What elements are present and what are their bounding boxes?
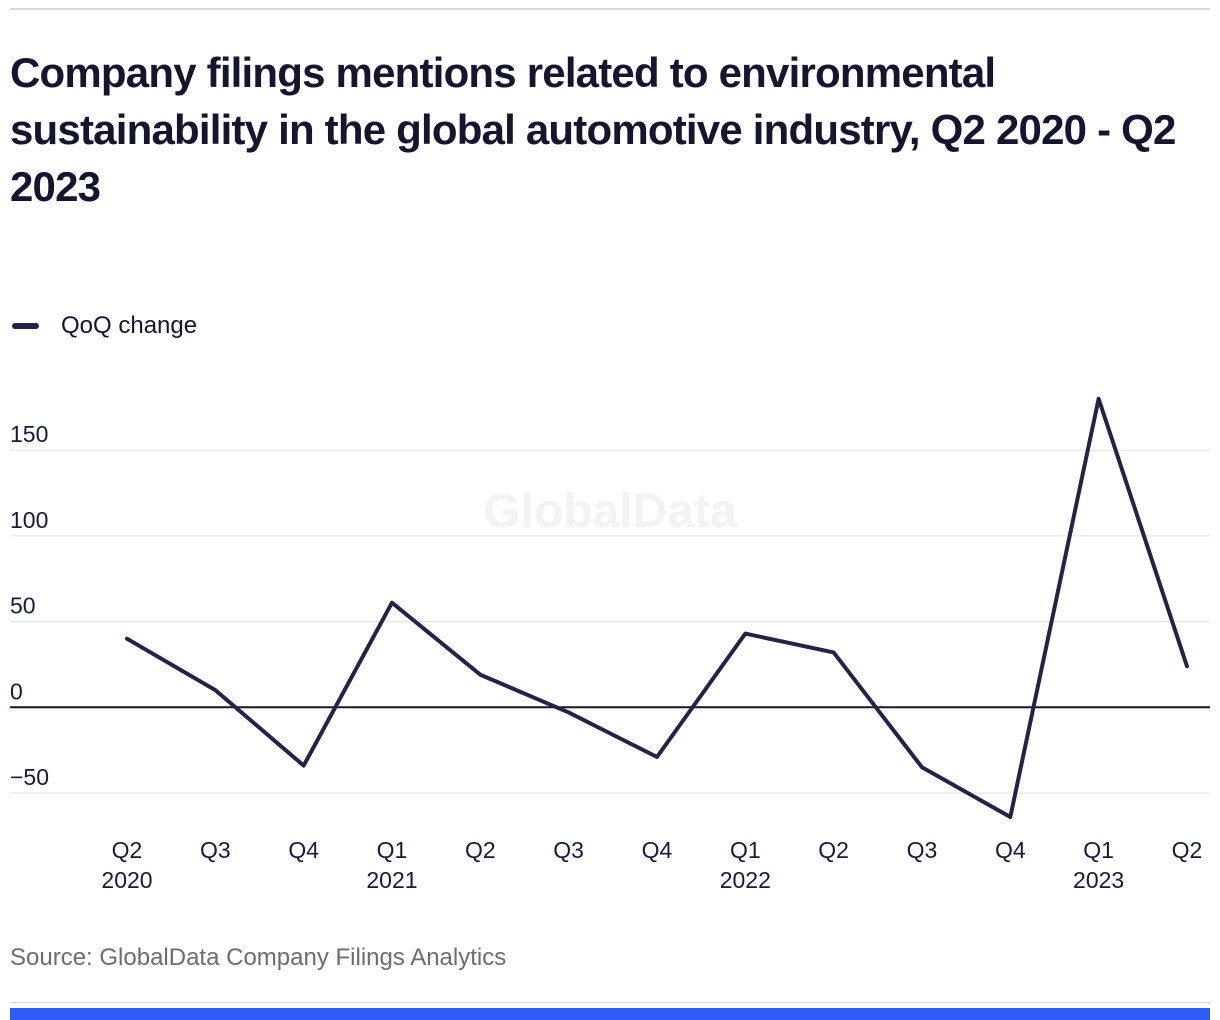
x-tick-quarter: Q4 — [995, 837, 1026, 863]
bottom-divider — [10, 1002, 1210, 1003]
x-tick-quarter: Q2 — [465, 837, 496, 863]
x-tick-quarter: Q1 — [1083, 837, 1114, 863]
y-tick-label: 50 — [10, 593, 36, 619]
y-tick-label: 100 — [10, 507, 48, 533]
bottom-accent-bar — [10, 1008, 1210, 1020]
y-tick-label: 0 — [10, 678, 23, 704]
top-divider — [10, 8, 1210, 10]
x-tick-quarter: Q2 — [818, 837, 849, 863]
x-tick-year: 2022 — [720, 867, 771, 893]
y-tick-label: −50 — [10, 764, 49, 790]
x-tick-year: 2021 — [366, 867, 417, 893]
x-tick-year: 2023 — [1073, 867, 1124, 893]
x-tick-quarter: Q4 — [288, 837, 319, 863]
qoq-line-chart: 150 100 50 0 −50 Q2 2020 Q3 Q4 Q1 2021 Q2 Q3 Q4 Q1 2022… — [10, 396, 1210, 893]
page-title: Company filings mentions related to envi… — [10, 49, 1176, 210]
x-tick-quarter: Q3 — [200, 837, 231, 863]
x-tick-quarter: Q2 — [1172, 837, 1203, 863]
x-tick-quarter: Q4 — [642, 837, 673, 863]
watermark: GlobalData — [483, 485, 737, 538]
x-tick-quarter: Q1 — [730, 837, 761, 863]
legend-label: QoQ change — [61, 312, 198, 339]
source-text: Source: GlobalData Company Filings Analy… — [10, 944, 507, 971]
x-tick-quarter: Q1 — [377, 837, 408, 863]
qoq-series-line — [125, 396, 1189, 820]
x-tick-quarter: Q3 — [907, 837, 938, 863]
x-tick-year: 2020 — [101, 867, 152, 893]
legend: QoQ change — [12, 312, 197, 340]
y-tick-label: 150 — [10, 421, 48, 447]
legend-line-swatch — [12, 323, 39, 329]
x-tick-quarter: Q2 — [112, 837, 143, 863]
x-tick-quarter: Q3 — [553, 837, 584, 863]
